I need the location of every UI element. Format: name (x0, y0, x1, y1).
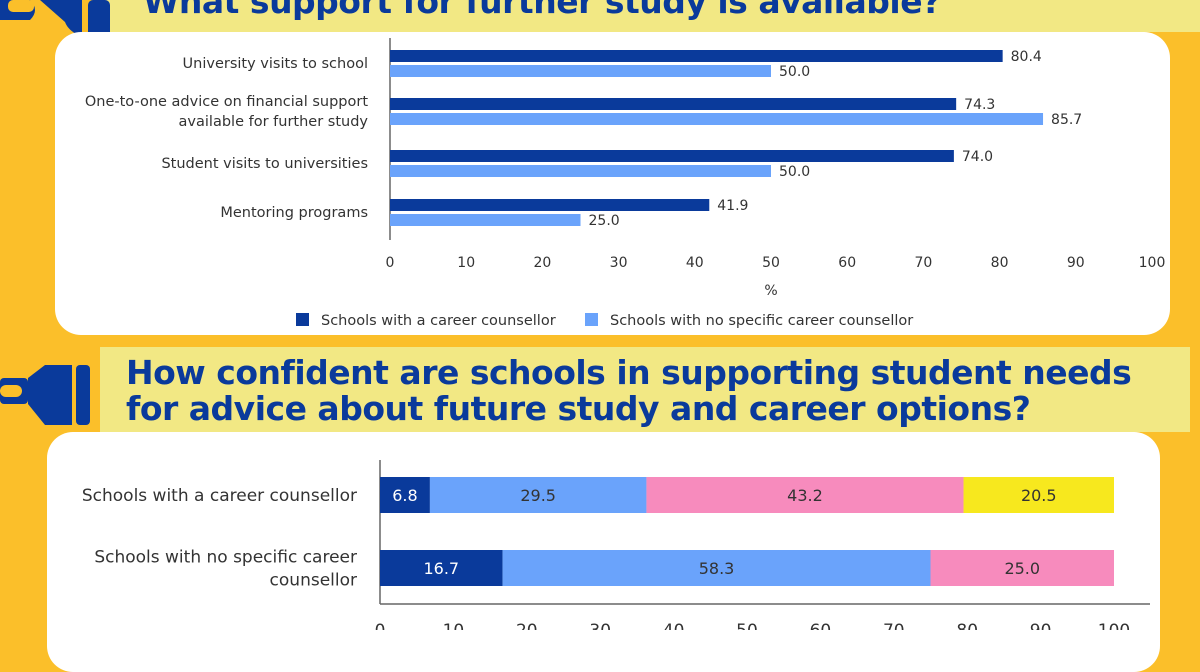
chart-title-top: What support for further study is availa… (143, 0, 941, 21)
data-label: 20.5 (1021, 486, 1057, 505)
x-tick-label: 20 (516, 621, 538, 630)
data-label: 58.3 (699, 559, 735, 578)
data-label: 85.7 (1051, 112, 1082, 128)
title-line: for advice about future study and career… (126, 389, 1031, 428)
bar (390, 214, 581, 226)
x-tick-label: 10 (443, 621, 465, 630)
data-label: 74.0 (962, 149, 993, 165)
x-tick-label: 70 (914, 255, 932, 271)
category-label: counsellor (270, 571, 357, 591)
x-tick-label: 0 (386, 255, 395, 271)
bar-segment (646, 477, 964, 513)
x-tick-label: 50 (736, 621, 758, 630)
x-tick-label: 40 (663, 621, 685, 630)
bar-chart-support: University visits to school 80.4 50.0 One-t… (85, 38, 1166, 329)
category-label: University visits to school (183, 56, 368, 72)
x-tick-label: 90 (1030, 621, 1052, 630)
title-line: How confident are schools in supporting … (126, 353, 1132, 392)
x-tick-label: 30 (610, 255, 628, 271)
x-tick-label: 60 (810, 621, 832, 630)
title-banner-bottom (100, 347, 1190, 432)
bar-segment (963, 477, 1114, 513)
bar-segment (502, 550, 931, 586)
data-label: 43.2 (787, 486, 823, 505)
bar (390, 50, 1003, 62)
x-tick-label: 70 (883, 621, 905, 630)
data-label: 25.0 (1004, 559, 1040, 578)
legend-swatch (585, 313, 598, 326)
bar (390, 98, 957, 110)
x-tick-label: 80 (956, 621, 978, 630)
x-tick-label: 40 (686, 255, 704, 271)
bar (390, 199, 710, 211)
x-tick-label: 20 (533, 255, 551, 271)
bar-segment (380, 477, 430, 513)
chart-card-top (55, 32, 1170, 335)
data-label: 16.7 (423, 559, 459, 578)
bar (390, 150, 954, 162)
x-tick-label: 50 (762, 255, 780, 271)
data-label: 29.5 (520, 486, 556, 505)
x-tick-label: 60 (838, 255, 856, 271)
category-label: Schools with a career counsellor (82, 486, 357, 506)
stacked-bar-chart-confidence: Schools with a career counsellor 6.8 29.5 4… (82, 460, 1150, 630)
x-tick-label: 90 (1067, 255, 1085, 271)
x-tick-label: 30 (589, 621, 611, 630)
x-tick-label: 100 (1098, 621, 1130, 630)
bar (390, 165, 771, 177)
x-tick-label: 80 (991, 255, 1009, 271)
title-banner-top (100, 0, 1200, 32)
data-label: 80.4 (1011, 49, 1042, 65)
category-label: available for further study (179, 114, 369, 130)
bar (390, 65, 771, 77)
legend-label: Schools with no specific career counsell… (610, 313, 913, 329)
category-label: Student visits to universities (161, 156, 368, 172)
data-label: 25.0 (589, 213, 620, 229)
bar-segment (930, 550, 1114, 586)
chart-title-bottom: How confident are schools in supporting … (126, 353, 1132, 428)
x-axis-label: % (764, 283, 777, 299)
bar-segment (429, 477, 647, 513)
legend-label: Schools with a career counsellor (321, 313, 556, 329)
x-tick-label: 0 (375, 621, 386, 630)
x-tick-label: 100 (1139, 255, 1166, 271)
bar (390, 113, 1044, 125)
data-label: 74.3 (964, 97, 995, 113)
data-label: 50.0 (779, 164, 810, 180)
category-label: One-to-one advice on financial support (85, 94, 368, 110)
category-label: Mentoring programs (220, 205, 368, 221)
legend-swatch (296, 313, 309, 326)
paintbrush-icon (0, 0, 110, 38)
bar-segment (380, 550, 503, 586)
paintbrush-icon (0, 365, 90, 425)
x-tick-label: 10 (457, 255, 475, 271)
data-label: 50.0 (779, 64, 810, 80)
category-label: Schools with no specific career (94, 548, 357, 568)
data-label: 6.8 (392, 486, 417, 505)
data-label: 41.9 (717, 198, 748, 214)
